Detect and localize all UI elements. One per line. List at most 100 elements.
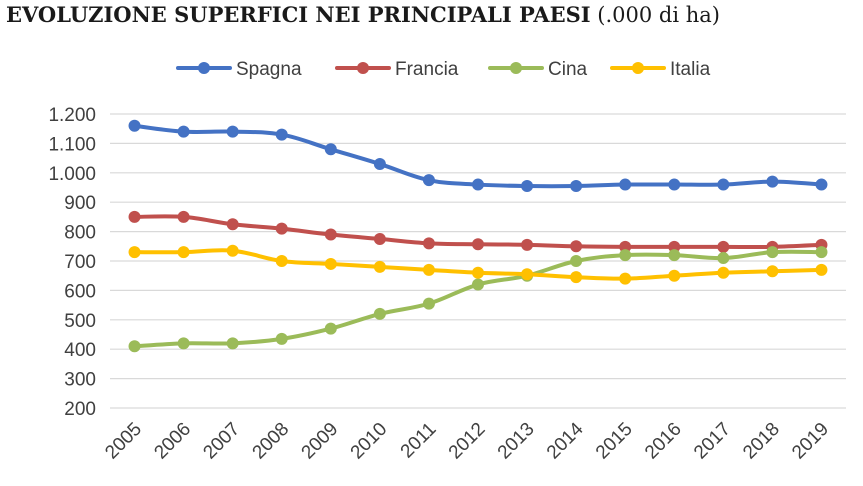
x-tick-label: 2008 bbox=[249, 419, 294, 464]
data-point-spagna bbox=[619, 178, 632, 191]
data-point-cina bbox=[766, 246, 779, 259]
data-point-francia bbox=[570, 240, 583, 253]
legend-marker-cina bbox=[510, 62, 522, 74]
data-point-italia bbox=[128, 246, 141, 259]
data-point-cina bbox=[668, 249, 681, 262]
data-point-spagna bbox=[177, 125, 190, 138]
data-point-cina bbox=[619, 249, 632, 262]
legend-item-spagna: Spagna bbox=[176, 59, 302, 80]
y-tick-label: 1.000 bbox=[48, 164, 96, 185]
x-tick-label: 2013 bbox=[494, 419, 539, 464]
data-point-italia bbox=[766, 265, 779, 278]
data-point-francia bbox=[717, 240, 730, 253]
x-tick-label: 2010 bbox=[347, 419, 392, 464]
data-point-cina bbox=[815, 246, 828, 259]
y-tick-label: 1.200 bbox=[48, 105, 96, 126]
x-tick-label: 2019 bbox=[788, 419, 833, 464]
data-point-italia bbox=[324, 257, 337, 270]
data-point-cina bbox=[324, 322, 337, 335]
data-point-spagna bbox=[766, 175, 779, 188]
data-point-italia bbox=[177, 246, 190, 259]
data-point-spagna bbox=[422, 174, 435, 187]
x-tick-label: 2018 bbox=[739, 419, 784, 464]
data-point-spagna bbox=[275, 128, 288, 141]
legend-label-italia: Italia bbox=[670, 59, 711, 80]
data-point-spagna bbox=[521, 180, 534, 193]
data-point-francia bbox=[472, 238, 484, 251]
x-tick-label: 2011 bbox=[397, 419, 441, 463]
data-point-italia bbox=[422, 263, 435, 276]
data-point-francia bbox=[324, 228, 337, 241]
data-point-spagna bbox=[373, 157, 386, 170]
data-point-spagna bbox=[472, 178, 484, 191]
data-point-spagna bbox=[717, 178, 730, 191]
x-tick-label: 2009 bbox=[298, 419, 343, 464]
series-lines bbox=[128, 119, 828, 353]
legend-item-cina: Cina bbox=[488, 59, 588, 80]
data-point-cina bbox=[570, 255, 583, 267]
y-tick-label: 600 bbox=[64, 281, 96, 302]
data-point-francia bbox=[275, 222, 288, 235]
y-tick-label: 500 bbox=[64, 311, 96, 332]
x-tick-label: 2015 bbox=[592, 419, 637, 464]
legend-item-francia: Francia bbox=[335, 59, 459, 80]
legend: Spagna Francia Cina Italia bbox=[176, 59, 711, 80]
gridlines bbox=[110, 113, 846, 409]
data-point-spagna bbox=[668, 178, 681, 191]
data-point-francia bbox=[128, 210, 141, 223]
legend-marker-italia bbox=[632, 62, 644, 74]
x-tick-label: 2006 bbox=[150, 419, 195, 464]
data-point-italia bbox=[570, 271, 583, 284]
x-tick-label: 2005 bbox=[101, 419, 146, 464]
data-point-spagna bbox=[128, 119, 141, 132]
series-spagna bbox=[128, 119, 828, 193]
series-cina bbox=[128, 246, 828, 353]
y-axis-ticks: 1.200 1.100 1.000 900 800 700 600 500 400 300 200 bbox=[48, 105, 96, 420]
data-point-cina bbox=[128, 340, 141, 353]
y-tick-label: 700 bbox=[64, 252, 96, 273]
chart-subtitle: (.000 di ha) bbox=[597, 3, 720, 27]
chart-title-block: EVOLUZIONE SUPERFICI NEI PRINCIPALI PAES… bbox=[6, 2, 720, 27]
x-axis-ticks: 2005 2006 2007 2008 2009 2010 2011 2012 2013 2014… bbox=[101, 418, 833, 463]
data-point-italia bbox=[717, 266, 730, 279]
x-tick-label: 2007 bbox=[199, 419, 244, 464]
data-point-cina bbox=[472, 278, 484, 291]
data-point-italia bbox=[815, 263, 828, 276]
data-point-cina bbox=[717, 252, 730, 265]
data-point-italia bbox=[668, 269, 681, 282]
data-point-francia bbox=[422, 237, 435, 250]
data-point-cina bbox=[177, 337, 190, 350]
x-tick-label: 2014 bbox=[543, 418, 588, 463]
y-tick-label: 300 bbox=[64, 370, 96, 391]
y-tick-label: 900 bbox=[64, 193, 96, 214]
data-point-cina bbox=[226, 337, 239, 350]
legend-label-spagna: Spagna bbox=[236, 59, 302, 80]
series-line-cina bbox=[132, 249, 824, 349]
data-point-italia bbox=[521, 268, 534, 281]
data-point-italia bbox=[472, 266, 484, 279]
legend-label-cina: Cina bbox=[548, 59, 588, 80]
data-point-francia bbox=[619, 240, 632, 253]
data-point-spagna bbox=[324, 143, 337, 156]
data-point-spagna bbox=[570, 180, 583, 193]
legend-item-italia: Italia bbox=[610, 59, 711, 80]
data-point-italia bbox=[226, 244, 239, 257]
data-point-francia bbox=[521, 238, 534, 251]
data-point-francia bbox=[668, 240, 681, 253]
data-point-cina bbox=[275, 332, 288, 345]
x-tick-label: 2017 bbox=[690, 419, 735, 464]
data-point-cina bbox=[373, 307, 386, 320]
legend-label-francia: Francia bbox=[395, 59, 459, 80]
legend-marker-spagna bbox=[198, 62, 210, 74]
y-tick-label: 800 bbox=[64, 223, 96, 244]
y-tick-label: 400 bbox=[64, 340, 96, 361]
data-point-francia bbox=[177, 210, 190, 223]
x-tick-label: 2016 bbox=[641, 419, 686, 464]
data-point-italia bbox=[619, 272, 632, 285]
y-tick-label: 1.100 bbox=[48, 134, 96, 155]
x-tick-label: 2012 bbox=[445, 419, 490, 464]
legend-marker-francia bbox=[357, 62, 369, 74]
data-point-francia bbox=[373, 232, 386, 245]
data-point-italia bbox=[373, 260, 386, 273]
